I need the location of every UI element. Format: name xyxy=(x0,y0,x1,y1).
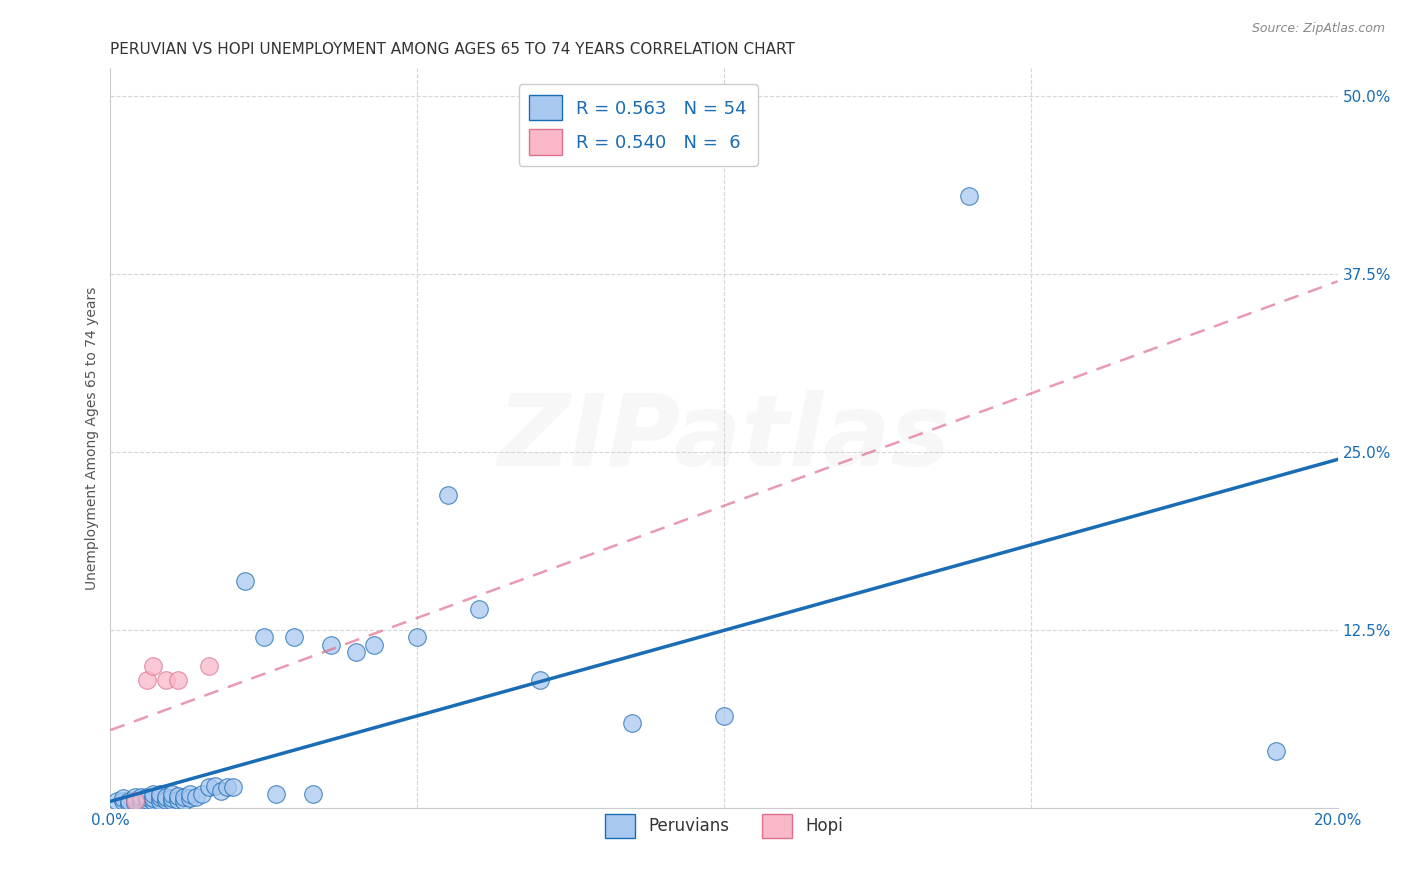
Point xyxy=(142,787,165,801)
Point xyxy=(118,794,141,808)
Point xyxy=(111,794,134,808)
Point xyxy=(713,709,735,723)
Point xyxy=(302,787,325,801)
Point xyxy=(142,794,165,808)
Point xyxy=(148,787,170,801)
Point xyxy=(118,797,141,812)
Point xyxy=(209,784,232,798)
Point xyxy=(136,796,159,810)
Point xyxy=(136,790,159,805)
Point xyxy=(129,790,152,805)
Point xyxy=(160,787,183,801)
Point xyxy=(363,638,385,652)
Point xyxy=(160,794,183,808)
Point xyxy=(204,779,226,793)
Point xyxy=(959,189,981,203)
Point xyxy=(129,793,152,807)
Point xyxy=(186,790,208,805)
Point xyxy=(111,791,134,805)
Point xyxy=(222,780,245,794)
Text: PERUVIAN VS HOPI UNEMPLOYMENT AMONG AGES 65 TO 74 YEARS CORRELATION CHART: PERUVIAN VS HOPI UNEMPLOYMENT AMONG AGES… xyxy=(111,42,796,57)
Point xyxy=(124,790,146,805)
Point xyxy=(167,673,190,688)
Point xyxy=(191,787,214,801)
Point xyxy=(148,794,170,808)
Point xyxy=(344,645,367,659)
Point xyxy=(179,791,201,805)
Point xyxy=(467,602,489,616)
Point xyxy=(283,631,305,645)
Point xyxy=(215,780,238,794)
Point xyxy=(167,789,190,803)
Point xyxy=(124,796,146,810)
Point xyxy=(148,790,170,805)
Point xyxy=(160,791,183,805)
Point xyxy=(406,631,429,645)
Point xyxy=(321,638,343,652)
Point xyxy=(105,794,128,808)
Point xyxy=(124,793,146,807)
Text: ZIPatlas: ZIPatlas xyxy=(498,390,950,486)
Point xyxy=(167,793,190,807)
Point xyxy=(264,787,287,801)
Point xyxy=(155,790,177,805)
Point xyxy=(136,793,159,807)
Point xyxy=(197,659,219,673)
Point xyxy=(253,631,276,645)
Point xyxy=(197,780,219,794)
Point xyxy=(437,488,460,502)
Text: Source: ZipAtlas.com: Source: ZipAtlas.com xyxy=(1251,22,1385,36)
Point xyxy=(142,791,165,805)
Y-axis label: Unemployment Among Ages 65 to 74 years: Unemployment Among Ages 65 to 74 years xyxy=(86,286,100,590)
Point xyxy=(529,673,551,688)
Point xyxy=(155,673,177,688)
Point xyxy=(179,787,201,801)
Point xyxy=(1265,744,1288,758)
Point xyxy=(129,797,152,812)
Point xyxy=(173,794,195,808)
Point xyxy=(124,794,146,808)
Legend: Peruvians, Hopi: Peruvians, Hopi xyxy=(598,807,851,845)
Point xyxy=(235,574,257,588)
Point xyxy=(155,793,177,807)
Point xyxy=(142,659,165,673)
Point xyxy=(173,790,195,805)
Point xyxy=(620,716,643,731)
Point xyxy=(136,673,159,688)
